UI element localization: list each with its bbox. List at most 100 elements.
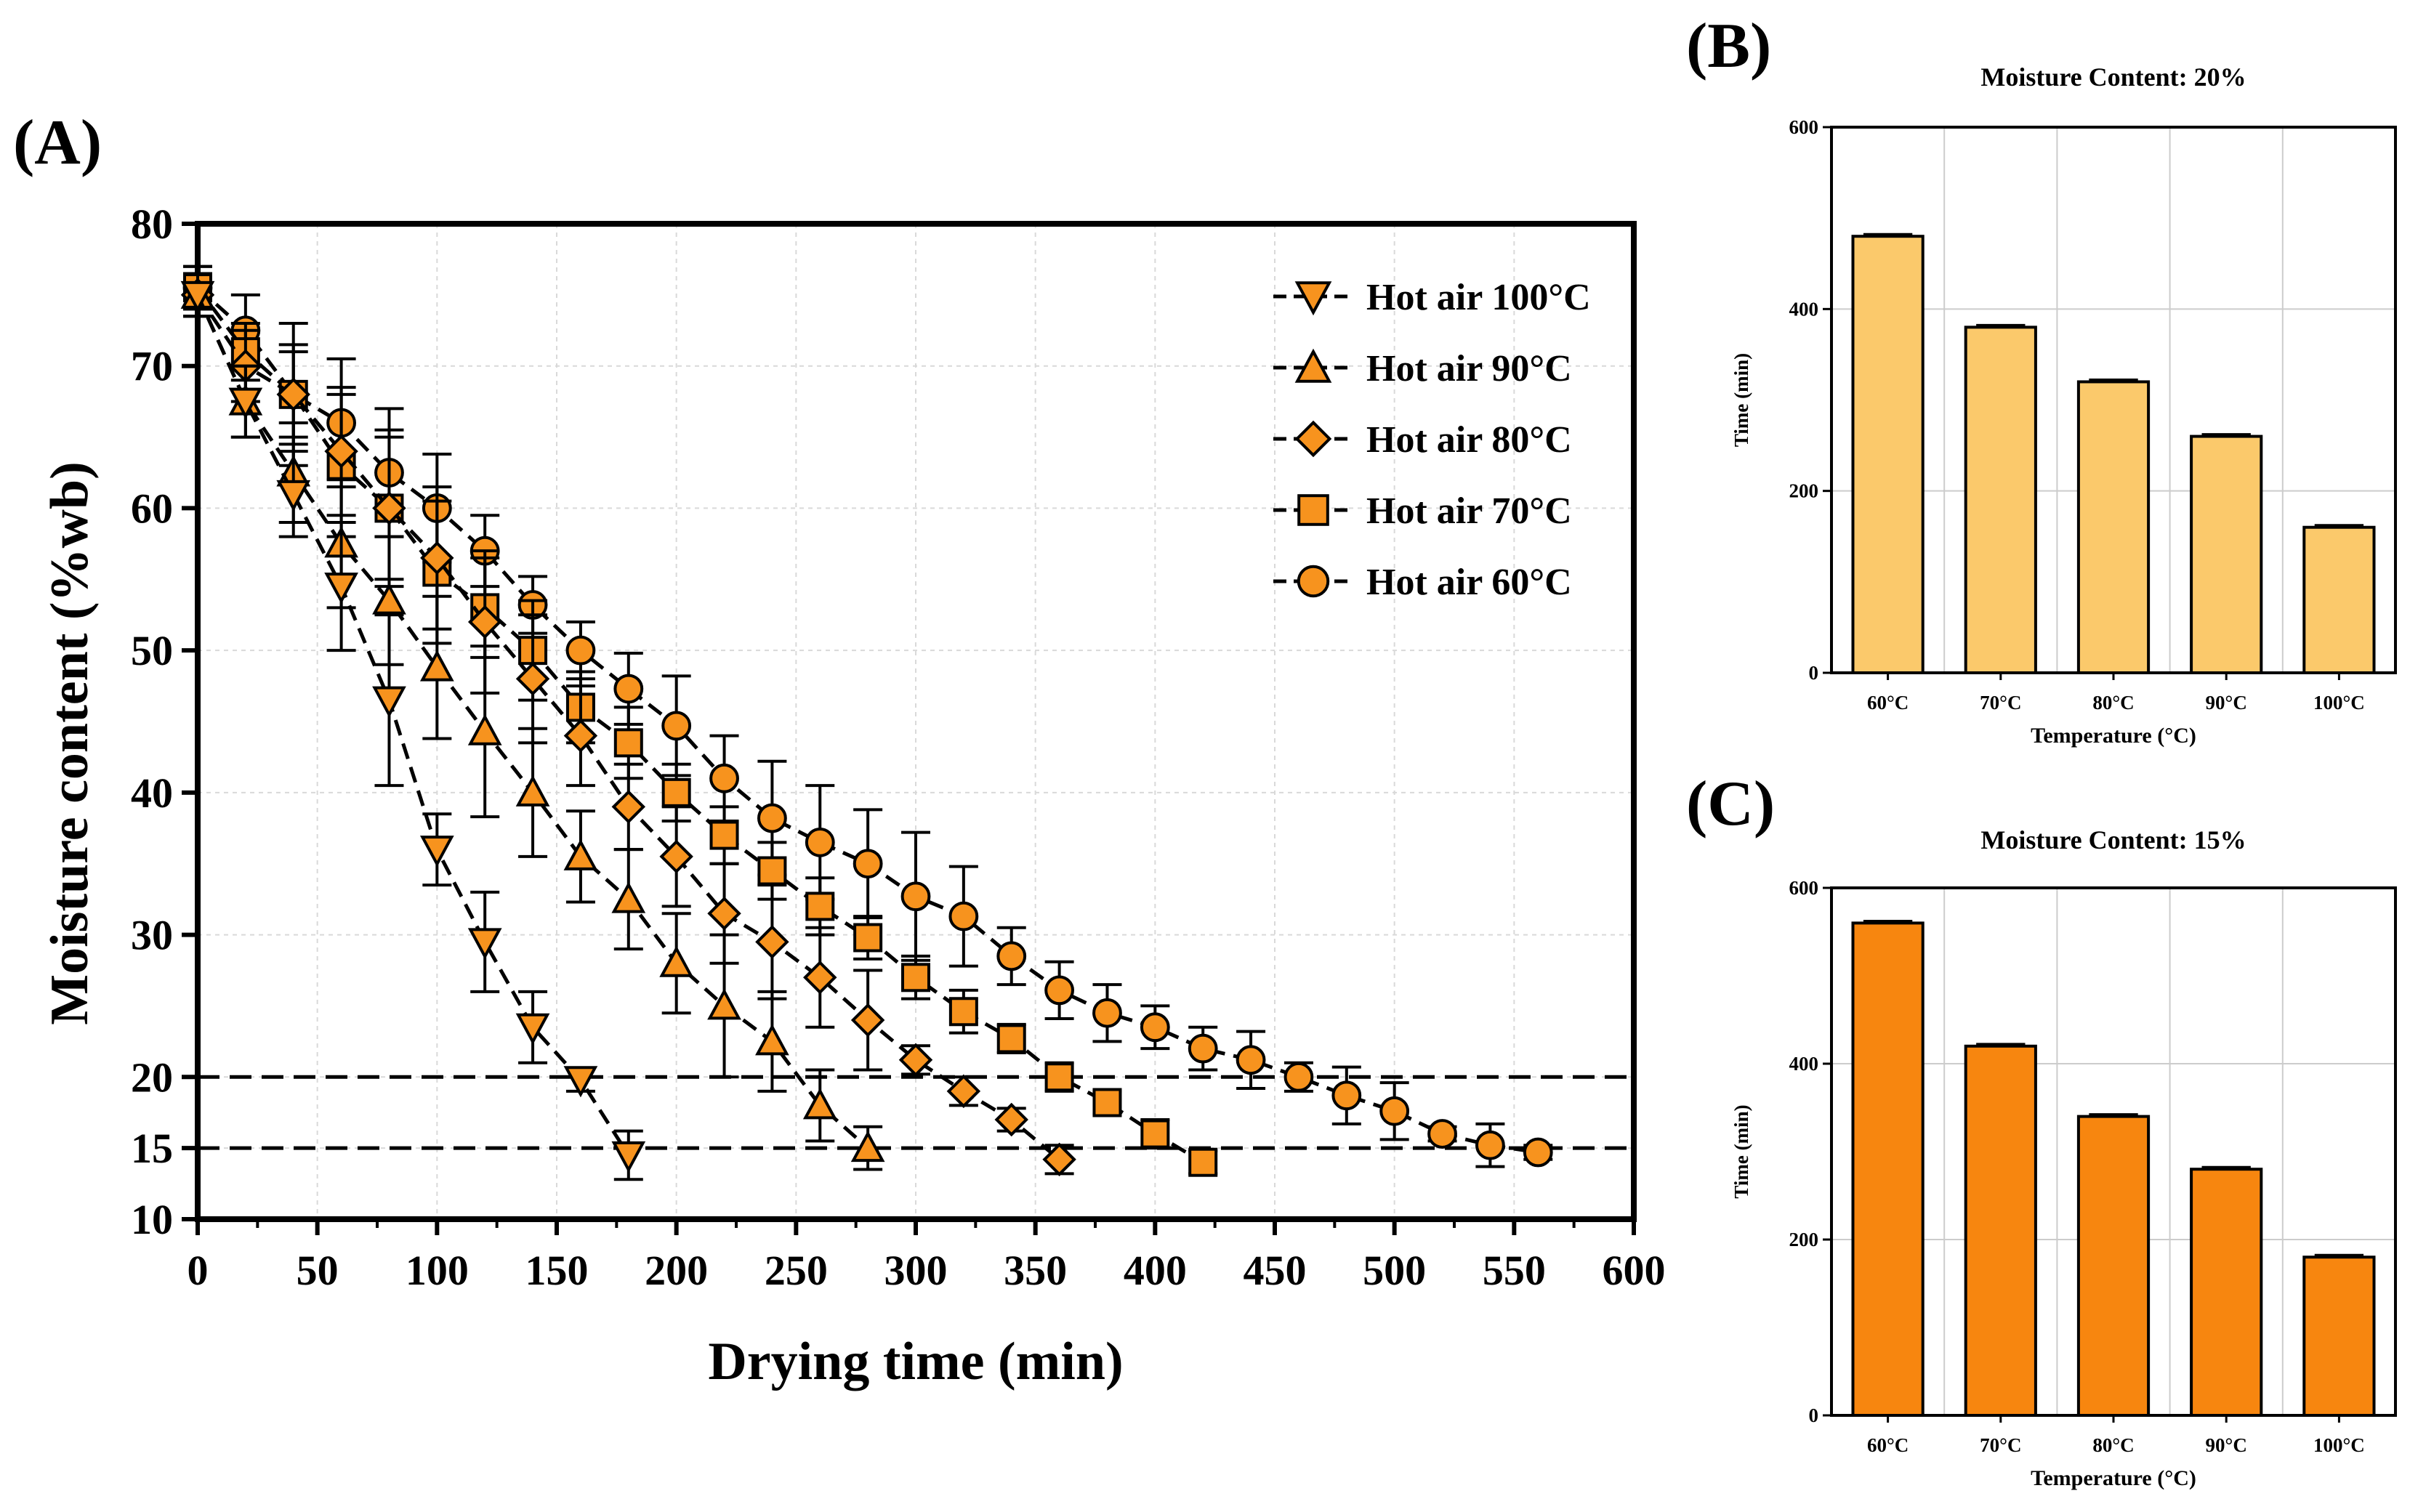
data-point <box>1379 1096 1410 1126</box>
data-point <box>755 925 789 959</box>
data-point <box>1475 1130 1505 1160</box>
x-tick-label: 50 <box>297 1247 339 1294</box>
data-point <box>228 387 263 419</box>
x-tick-label: 250 <box>765 1247 828 1294</box>
x-tick-label: 60°C <box>1867 692 1909 713</box>
data-point <box>276 480 311 512</box>
x-tick-label: 300 <box>884 1247 948 1294</box>
data-point <box>1283 1062 1314 1092</box>
legend-item-hot-air-90-c: Hot air 90°C <box>1273 348 1572 389</box>
y-tick-label: 30 <box>131 912 173 959</box>
data-point <box>853 849 883 879</box>
data-point <box>948 901 979 931</box>
data-point <box>563 838 598 870</box>
legend-marker <box>1297 565 1330 598</box>
x-tick-label: 600 <box>1603 1247 1666 1294</box>
data-point <box>372 686 406 718</box>
bar-60-c <box>1851 235 1925 674</box>
legend-item-hot-air-60-c: Hot air 60°C <box>1273 562 1572 603</box>
bar-70-c <box>1964 326 2037 674</box>
data-point <box>757 856 787 886</box>
data-point <box>948 997 978 1027</box>
y-tick-label: 60 <box>131 485 173 532</box>
data-point <box>901 963 930 992</box>
plot-frame <box>1830 126 2397 674</box>
data-point <box>757 803 787 833</box>
bar-80-c <box>2076 380 2151 674</box>
y-tick-label: 20 <box>131 1054 173 1101</box>
chart-title: Moisture Content: 20% <box>1980 62 2246 92</box>
data-point <box>1140 1119 1170 1149</box>
legend-label: Hot air 90°C <box>1366 348 1572 389</box>
x-tick-label: 70°C <box>1980 1434 2021 1456</box>
chart-a: 0 50 100 150 200 250 300 350 400 450 500 550 600 10 15… <box>40 201 1666 1391</box>
y-tick-label: 70 <box>131 343 173 390</box>
data-point <box>996 941 1027 971</box>
data-point <box>803 961 837 995</box>
data-point <box>1331 1080 1362 1111</box>
data-point <box>709 820 739 850</box>
data-point <box>565 635 596 666</box>
data-point <box>1044 1062 1074 1092</box>
legend-label: Hot air 100°C <box>1366 277 1591 318</box>
data-point <box>659 945 694 977</box>
data-point <box>563 1066 598 1098</box>
x-tick-label: 200 <box>645 1247 708 1294</box>
data-point <box>805 827 835 857</box>
bar-90-c <box>2190 434 2263 674</box>
y-tick-label: 200 <box>1789 480 1819 502</box>
x-tick-label: 70°C <box>1980 692 2021 713</box>
data-point <box>707 896 741 931</box>
panel-label-a: (A) <box>13 108 102 178</box>
data-point <box>419 650 454 682</box>
data-point <box>467 928 502 960</box>
chart-c: Moisture Content: 15% 60°C 70°C 80°C 90°C 100… <box>1730 825 2397 1490</box>
y-tick-label: 0 <box>1809 1404 1819 1426</box>
data-point <box>467 713 502 745</box>
bar-100-c <box>2302 1256 2376 1417</box>
x-tick-label: 150 <box>525 1247 589 1294</box>
y-axis-label: Time (min) <box>1730 1104 1752 1198</box>
x-tick-label: 100°C <box>2313 692 2365 713</box>
x-tick-label: 400 <box>1124 1247 1187 1294</box>
data-point <box>467 605 502 639</box>
y-tick-label: 400 <box>1789 1053 1819 1075</box>
x-tick-label: 0 <box>188 1247 209 1294</box>
x-tick-label: 100°C <box>2313 1434 2365 1456</box>
legend-marker <box>1297 494 1329 526</box>
panel-label-c: (C) <box>1686 769 1775 839</box>
legend: Hot air 100°C Hot air 90°C Hot air 80°C Hot… <box>1273 277 1591 603</box>
bar-70-c <box>1964 1044 2037 1418</box>
x-tick-label: 450 <box>1244 1247 1307 1294</box>
x-tick-label: 90°C <box>2206 1434 2247 1456</box>
series-line <box>196 286 1204 1164</box>
data-point <box>707 988 741 1020</box>
y-axis-label: Time (min) <box>1730 353 1752 447</box>
legend-label: Hot air 60°C <box>1366 562 1572 603</box>
y-axis-label: Moisture content (%wb) <box>40 461 100 1025</box>
chart-title: Moisture Content: 15% <box>1980 825 2246 854</box>
legend-label: Hot air 70°C <box>1366 490 1572 532</box>
data-point <box>661 777 691 807</box>
y-tick-label: 10 <box>131 1196 173 1243</box>
x-tick-label: 80°C <box>2092 692 2134 713</box>
legend-item-hot-air-70-c: Hot air 70°C <box>1273 490 1572 532</box>
data-point <box>515 662 550 696</box>
legend-marker <box>1294 348 1332 383</box>
data-point <box>324 434 358 469</box>
series-line <box>196 294 630 1157</box>
data-point <box>1044 975 1074 1006</box>
bar-60-c <box>1851 921 1925 1417</box>
legend-marker <box>1294 420 1332 458</box>
bar-90-c <box>2190 1168 2263 1417</box>
bar-80-c <box>2076 1115 2151 1417</box>
data-point <box>996 1024 1026 1054</box>
data-point <box>900 881 931 912</box>
x-axis-label: Drying time (min) <box>708 1332 1123 1391</box>
data-point <box>324 573 358 605</box>
data-point <box>1042 1142 1076 1177</box>
data-point <box>802 1088 837 1120</box>
x-tick-label: 500 <box>1363 1247 1426 1294</box>
bar-100-c <box>2302 525 2376 674</box>
